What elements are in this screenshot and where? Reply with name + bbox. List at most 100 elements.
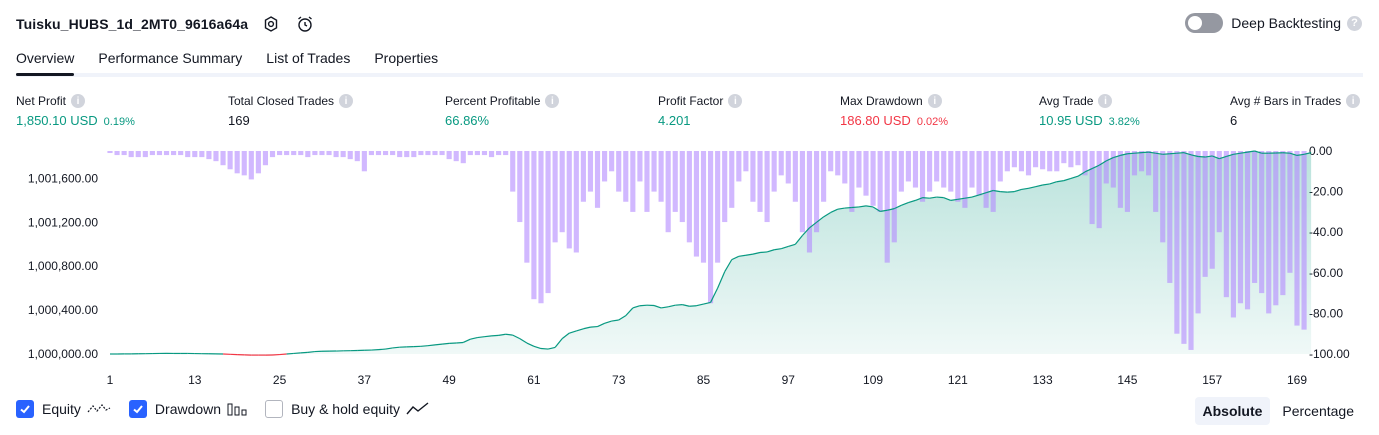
- equity-line-segment: [1183, 152, 1192, 156]
- tab-bar: Overview Performance Summary List of Tra…: [16, 44, 462, 76]
- drawdown-bar: [1025, 151, 1032, 176]
- y-axis-left-tick: 1,001,200.00: [28, 215, 98, 229]
- drawdown-bar: [107, 151, 113, 154]
- equity-line-segment: [668, 304, 676, 308]
- drawdown-bar: [969, 151, 975, 188]
- equity-line-segment: [1084, 168, 1093, 173]
- legend-drawdown[interactable]: Drawdown: [128, 400, 247, 418]
- info-icon[interactable]: i: [71, 94, 86, 108]
- equity-line-segment: [858, 205, 867, 208]
- drawdown-bar: [135, 151, 141, 158]
- equity-line-segment: [569, 330, 577, 334]
- equity-line-segment: [463, 338, 471, 344]
- drawdown-bar: [616, 151, 622, 192]
- equity-line-segment: [1049, 181, 1057, 185]
- drawdown-bar: [390, 151, 396, 156]
- drawdown-bar: [898, 151, 904, 192]
- equity-line-segment: [1007, 191, 1015, 193]
- equity-line-segment: [1254, 150, 1262, 154]
- y-axis-right-tick: 0.00: [1309, 144, 1333, 158]
- drawdown-bar: [1117, 151, 1123, 208]
- drawdown-bar: [927, 151, 933, 192]
- info-icon[interactable]: i: [339, 94, 354, 108]
- stat-total-closed-trades: Total Closed Trades i 169: [228, 92, 354, 128]
- tab-performance-summary[interactable]: Performance Summary: [98, 50, 243, 66]
- drawdown-bar: [496, 151, 502, 156]
- info-icon[interactable]: i: [728, 94, 743, 108]
- drawdown-bar: [1195, 151, 1201, 314]
- y-axis-left-tick: 1,000,400.00: [28, 303, 98, 317]
- tab-list-of-trades[interactable]: List of Trades: [266, 50, 351, 66]
- drawdown-bar: [1237, 151, 1244, 304]
- drawdown-bar: [333, 151, 339, 158]
- percentage-button[interactable]: Percentage: [1282, 403, 1354, 419]
- drawdown-bar: [453, 151, 459, 162]
- equity-line-segment: [1155, 152, 1163, 155]
- drawdown-bar: [948, 151, 954, 192]
- settings-icon[interactable]: [260, 13, 282, 35]
- drawdown-bar: [1188, 151, 1194, 350]
- equity-line-segment: [512, 334, 521, 340]
- alarm-clock-icon[interactable]: [294, 13, 316, 35]
- drawdown-bar: [580, 151, 586, 202]
- stat-percent-profitable: Percent Profitable i 66.86%: [445, 92, 560, 128]
- drawdown-bar: [912, 151, 919, 188]
- drawdown-bar: [220, 151, 226, 166]
- equity-line-segment: [1014, 188, 1022, 193]
- equity-line-segment: [625, 307, 634, 317]
- drawdown-bar: [693, 151, 700, 257]
- info-icon[interactable]: i: [1098, 94, 1113, 108]
- drawdown-bar: [785, 151, 791, 184]
- equity-line-segment: [880, 209, 888, 212]
- drawdown-bar: [870, 151, 876, 206]
- drawdown-bar: [439, 151, 445, 156]
- drawdown-bar: [1174, 151, 1180, 334]
- legend-label: Drawdown: [154, 401, 222, 417]
- info-icon[interactable]: i: [927, 94, 942, 108]
- equity-line-segment: [1098, 160, 1107, 166]
- deep-backtesting-toggle[interactable]: [1185, 13, 1224, 33]
- absolute-button[interactable]: Absolute: [1194, 397, 1271, 425]
- tab-overview[interactable]: Overview: [16, 44, 75, 76]
- legend-buy-hold-equity[interactable]: Buy & hold equity: [265, 400, 430, 418]
- equity-line-segment: [851, 206, 859, 209]
- stat-avg-bars-in-trades: Avg # Bars in Trades i 6: [1230, 92, 1361, 128]
- info-icon[interactable]: i: [545, 94, 560, 108]
- drawdown-bar: [1223, 151, 1229, 298]
- checkbox-unchecked-icon[interactable]: [265, 400, 284, 418]
- drawdown-bar: [602, 151, 608, 182]
- drawdown-bar: [531, 151, 537, 300]
- drawdown-bar: [171, 151, 177, 156]
- legend-equity[interactable]: Equity: [16, 400, 111, 418]
- equity-line-segment: [703, 301, 711, 305]
- checkbox-checked-icon[interactable]: [128, 400, 147, 418]
- equity-drawdown-chart[interactable]: 1,000,000.00 1,000,400.00 1,000,800.00 1,00…: [0, 138, 1379, 390]
- drawdown-bar: [686, 151, 692, 243]
- drawdown-bar: [778, 151, 784, 176]
- help-icon[interactable]: ?: [1347, 15, 1362, 31]
- drawdown-bar: [630, 151, 636, 212]
- drawdown-bar: [1089, 151, 1095, 225]
- equity-area: [110, 151, 1312, 356]
- equity-line-segment: [801, 227, 810, 236]
- equity-line-segment: [653, 304, 662, 309]
- equity-line-segment: [378, 348, 386, 351]
- info-icon[interactable]: i: [1346, 94, 1361, 108]
- drawdown-bar: [1266, 151, 1272, 314]
- drawdown-bar: [418, 151, 424, 156]
- drawdown-bar: [1273, 151, 1279, 306]
- drawdown-bar: [1061, 151, 1067, 164]
- x-axis-tick: 121: [948, 373, 968, 387]
- equity-line-segment: [1219, 155, 1227, 160]
- equity-line-segment: [1120, 153, 1128, 156]
- drawdown-bar: [284, 151, 290, 156]
- equity-line-segment: [661, 306, 669, 309]
- checkbox-checked-icon[interactable]: [16, 400, 34, 418]
- drawdown-bar: [206, 151, 212, 160]
- stat-value: 186.80 USD: [840, 113, 911, 128]
- drawdown-bar: [149, 151, 155, 156]
- tab-properties[interactable]: Properties: [374, 50, 439, 66]
- deep-backtesting: Deep Backtesting ?: [1185, 13, 1362, 33]
- x-axis-tick: 13: [188, 373, 202, 387]
- drawdown-bar: [934, 151, 940, 182]
